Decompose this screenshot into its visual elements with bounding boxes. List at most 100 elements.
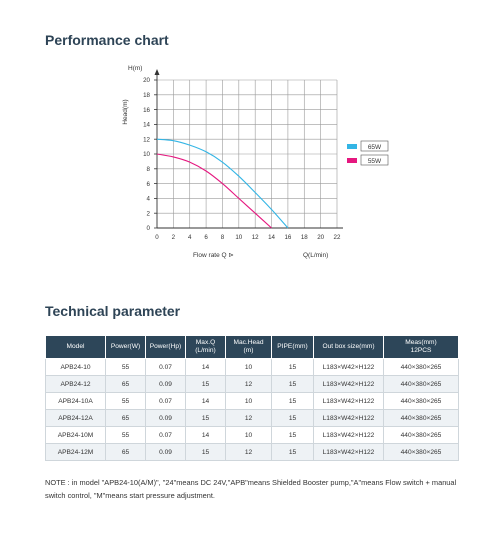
x-axis-unit-label: Q(L/min) [303,252,328,259]
y-tick-label: 18 [143,92,150,99]
table-cell: 14 [185,392,226,410]
table-cell: 440×380×265 [383,358,459,376]
y-tick-label: 20 [143,77,150,84]
table-cell: 15 [271,426,314,444]
table-cell: 15 [185,409,226,427]
table-header-cell: Max.Q (L/min) [185,335,226,359]
performance-chart-title: Performance chart [45,32,169,48]
table-cell: 440×380×265 [383,443,459,461]
x-tick-label: 20 [317,234,324,241]
y-tick-label: 10 [143,151,150,158]
y-tick-label: 12 [143,136,150,143]
chart-series [156,138,289,229]
table-cell: 55 [105,426,146,444]
table-cell: 440×380×265 [383,392,459,410]
table-cell: 440×380×265 [383,409,459,427]
table-cell: 15 [271,409,314,427]
x-tick-label: 8 [221,234,225,241]
table-cell: 14 [185,426,226,444]
table-header-row: Model Power(W) Power(Hp) Max.Q (L/min) Mac.He… [45,335,459,359]
legend-label-65w: 65W [368,144,382,151]
y-axis-top-label: H(m) [128,65,142,72]
table-cell: APB24-12M [45,443,106,461]
y-axis-arrow [154,69,160,75]
table-cell: 10 [225,392,272,410]
table-cell: 15 [271,392,314,410]
table-header-cell: Out box size(mm) [313,335,384,359]
table-body: APB24-10 55 0.07 14 10 15 L183×W42×H122 440×380… [45,358,459,461]
table-cell: 14 [185,358,226,376]
x-tick-label: 16 [284,234,291,241]
table-cell: L183×W42×H122 [313,375,384,393]
y-tick-label: 0 [147,225,151,232]
chart-legend: 65W 55W [347,140,389,166]
table-header-cell: Power(W) [105,335,146,359]
table-cell: 15 [185,443,226,461]
model-note: NOTE : in model "APB24-10(A/M)", "24"mea… [45,478,457,500]
table-cell: APB24-10 [45,358,106,376]
table-header-cell: Meas(mm) 12PCS [383,335,459,359]
table-row: APB24-12M 65 0.09 15 12 15 L183×W42×H122 440×38… [45,443,459,461]
legend-label-55w: 55W [368,158,382,165]
table-cell: 15 [271,375,314,393]
table-cell: 65 [105,409,146,427]
table-cell: L183×W42×H122 [313,426,384,444]
table-cell: APB24-10M [45,426,106,444]
table-cell: 0.09 [145,409,186,427]
table-cell: 15 [271,358,314,376]
table-cell: L183×W42×H122 [313,392,384,410]
chart-axes: 0 2 4 6 8 10 12 14 16 18 20 0 2 4 6 8 10 12 14 16 18 20 22 [143,69,343,241]
table-cell: 55 [105,392,146,410]
table-header-cell: Model [45,335,106,359]
table-cell: 15 [271,443,314,461]
x-tick-label: 12 [252,234,259,241]
x-tick-label: 0 [155,234,159,241]
table-cell: 0.09 [145,443,186,461]
table-cell: 10 [225,426,272,444]
x-axis-label: Flow rate Q ⊳ [193,252,234,259]
technical-parameter-title: Technical parameter [45,303,181,319]
table-cell: APB24-12A [45,409,106,427]
table-cell: 440×380×265 [383,375,459,393]
y-tick-label: 16 [143,107,150,114]
table-cell: 12 [225,375,272,393]
x-tick-label: 10 [235,234,242,241]
legend-swatch-55w [347,158,357,163]
table-cell: 12 [225,443,272,461]
table-row: APB24-12A 65 0.09 15 12 15 L183×W42×H122 440×38… [45,409,459,427]
table-cell: 65 [105,375,146,393]
technical-parameter-table: Model Power(W) Power(Hp) Max.Q (L/min) Mac.He… [45,335,459,461]
performance-chart: 0 2 4 6 8 10 12 14 16 18 20 0 2 4 6 8 10 12 14 16 18 20 22 65W… [122,65,389,259]
x-tick-label: 14 [268,234,275,241]
table-cell: APB24-10A [45,392,106,410]
y-tick-label: 8 [147,166,151,173]
legend-box-55w [360,154,389,166]
x-tick-label: 2 [172,234,176,241]
y-tick-label: 2 [147,210,151,217]
table-cell: 12 [225,409,272,427]
table-cell: 440×380×265 [383,426,459,444]
table-cell: 55 [105,358,146,376]
table-cell: APB24-12 [45,375,106,393]
table-cell: 0.09 [145,375,186,393]
table-cell: 0.07 [145,426,186,444]
chart-grid [157,79,338,228]
y-tick-label: 4 [147,196,151,203]
table-header-cell: Mac.Head (m) [225,335,272,359]
table-header-cell: Power(Hp) [145,335,186,359]
table-row: APB24-10 55 0.07 14 10 15 L183×W42×H122 440×380… [45,358,459,376]
table-cell: 0.07 [145,358,186,376]
table-cell: 15 [185,375,226,393]
legend-box-65w [360,140,389,152]
table-cell: L183×W42×H122 [313,409,384,427]
y-tick-label: 14 [143,122,150,129]
table-row: APB24-10A 55 0.07 14 10 15 L183×W42×H122 440×38… [45,392,459,410]
table-row: APB24-10M 55 0.07 14 10 15 L183×W42×H122 440×38… [45,426,459,444]
x-tick-label: 18 [301,234,308,241]
table-cell: L183×W42×H122 [313,358,384,376]
table-cell: L183×W42×H122 [313,443,384,461]
x-tick-label: 22 [334,234,341,241]
table-cell: 10 [225,358,272,376]
y-axis-label: Head(m) [122,99,129,124]
table-header-cell: PIPE(mm) [271,335,314,359]
